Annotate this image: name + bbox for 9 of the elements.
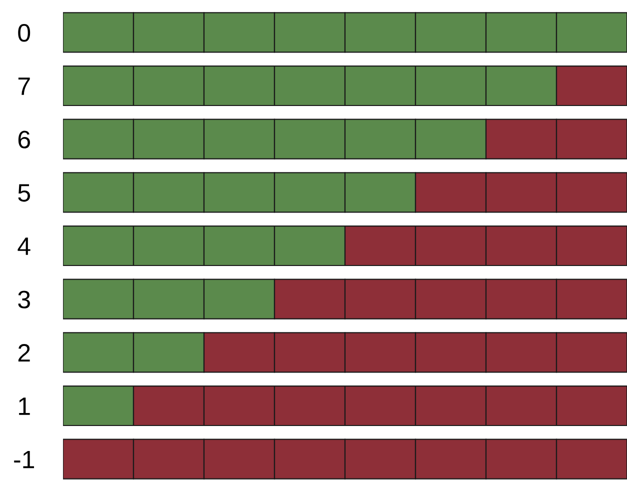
y-tick-label: 4 [18, 238, 30, 255]
y-tick-label: 3 [18, 290, 30, 308]
y-tick-label: 1 [19, 398, 30, 415]
y-tick-label: 2 [18, 344, 30, 362]
y-tick-label: 0 [18, 24, 30, 42]
y-tick-label: -1 [14, 450, 34, 468]
y-tick-label: 7 [18, 78, 30, 95]
y-tick-label: 5 [18, 184, 30, 202]
y-tick-label: 6 [18, 130, 30, 148]
